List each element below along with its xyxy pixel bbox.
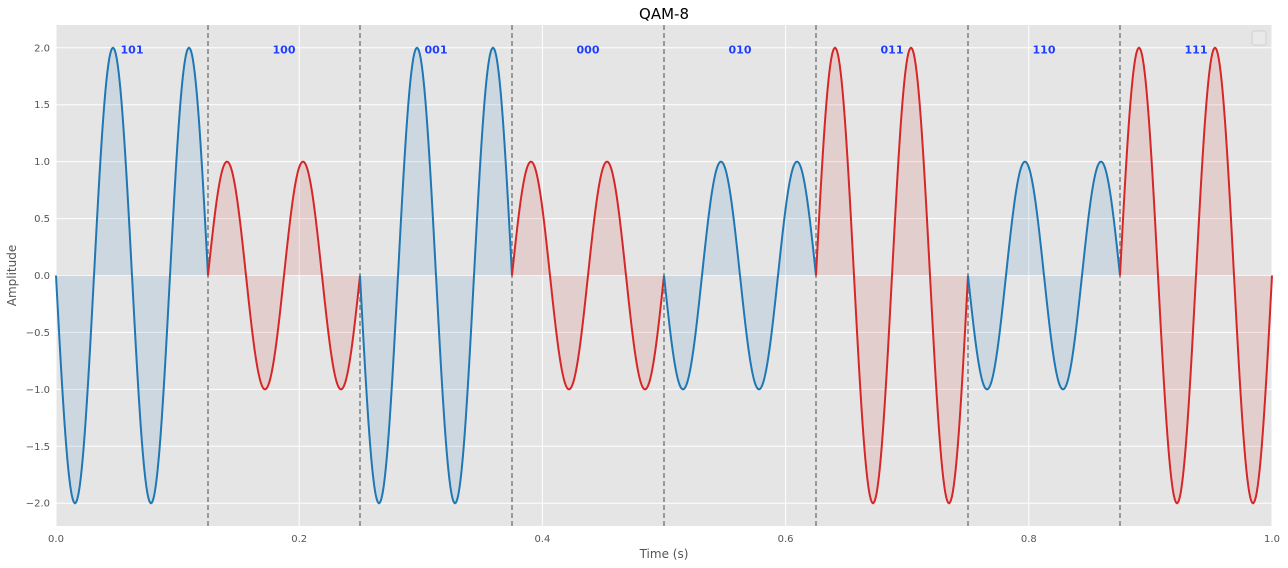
y-tick-label: −2.0 bbox=[26, 499, 50, 510]
y-tick-labels: 2.0 1.5 1.0 0.5 0.0 −0.5 −1.0 −1.5 −2.0 bbox=[26, 43, 50, 509]
bit-label-010: 010 bbox=[729, 43, 752, 56]
y-tick-label: 1.5 bbox=[34, 100, 50, 111]
signal-curves bbox=[55, 46, 1273, 505]
y-tick-label: 1.0 bbox=[34, 157, 50, 168]
x-tick-labels: 0.0 0.2 0.4 0.6 0.8 1.0 bbox=[48, 534, 1280, 545]
bit-labels: 101 100 001 000 010 011 110 111 bbox=[121, 43, 1208, 56]
bit-label-100: 100 bbox=[273, 43, 296, 56]
signal-curve-000 bbox=[511, 160, 665, 391]
y-axis-label: Amplitude bbox=[5, 245, 19, 307]
legend-box bbox=[1251, 30, 1267, 46]
bit-label-000: 000 bbox=[577, 43, 600, 56]
y-tick-label: 0.0 bbox=[34, 271, 50, 282]
x-tick-label: 1.0 bbox=[1264, 534, 1280, 545]
x-tick-label: 0.0 bbox=[48, 534, 64, 545]
signal-curve-001 bbox=[359, 46, 513, 505]
y-tick-label: 2.0 bbox=[34, 43, 50, 54]
bit-label-110: 110 bbox=[1033, 43, 1056, 56]
x-tick-label: 0.2 bbox=[291, 534, 307, 545]
x-tick-label: 0.8 bbox=[1021, 534, 1037, 545]
bit-label-101: 101 bbox=[121, 43, 144, 56]
signal-curve-100 bbox=[207, 160, 361, 391]
bit-label-001: 001 bbox=[425, 43, 448, 56]
y-tick-label: 0.5 bbox=[34, 214, 50, 225]
signal-curve-110 bbox=[967, 160, 1121, 391]
y-tick-label: −1.5 bbox=[26, 442, 50, 453]
signal-curve-010 bbox=[663, 160, 817, 391]
bit-label-111: 111 bbox=[1185, 43, 1208, 56]
chart-title: QAM-8 bbox=[639, 5, 689, 23]
signal-curve-011 bbox=[815, 46, 969, 505]
x-axis-label: Time (s) bbox=[639, 547, 689, 561]
x-tick-label: 0.6 bbox=[778, 534, 794, 545]
y-tick-label: −0.5 bbox=[26, 328, 50, 339]
signal-curve-101 bbox=[55, 46, 209, 505]
y-tick-label: −1.0 bbox=[26, 385, 50, 396]
bit-label-011: 011 bbox=[881, 43, 904, 56]
signal-curve-111 bbox=[1119, 46, 1273, 505]
x-tick-label: 0.4 bbox=[534, 534, 550, 545]
